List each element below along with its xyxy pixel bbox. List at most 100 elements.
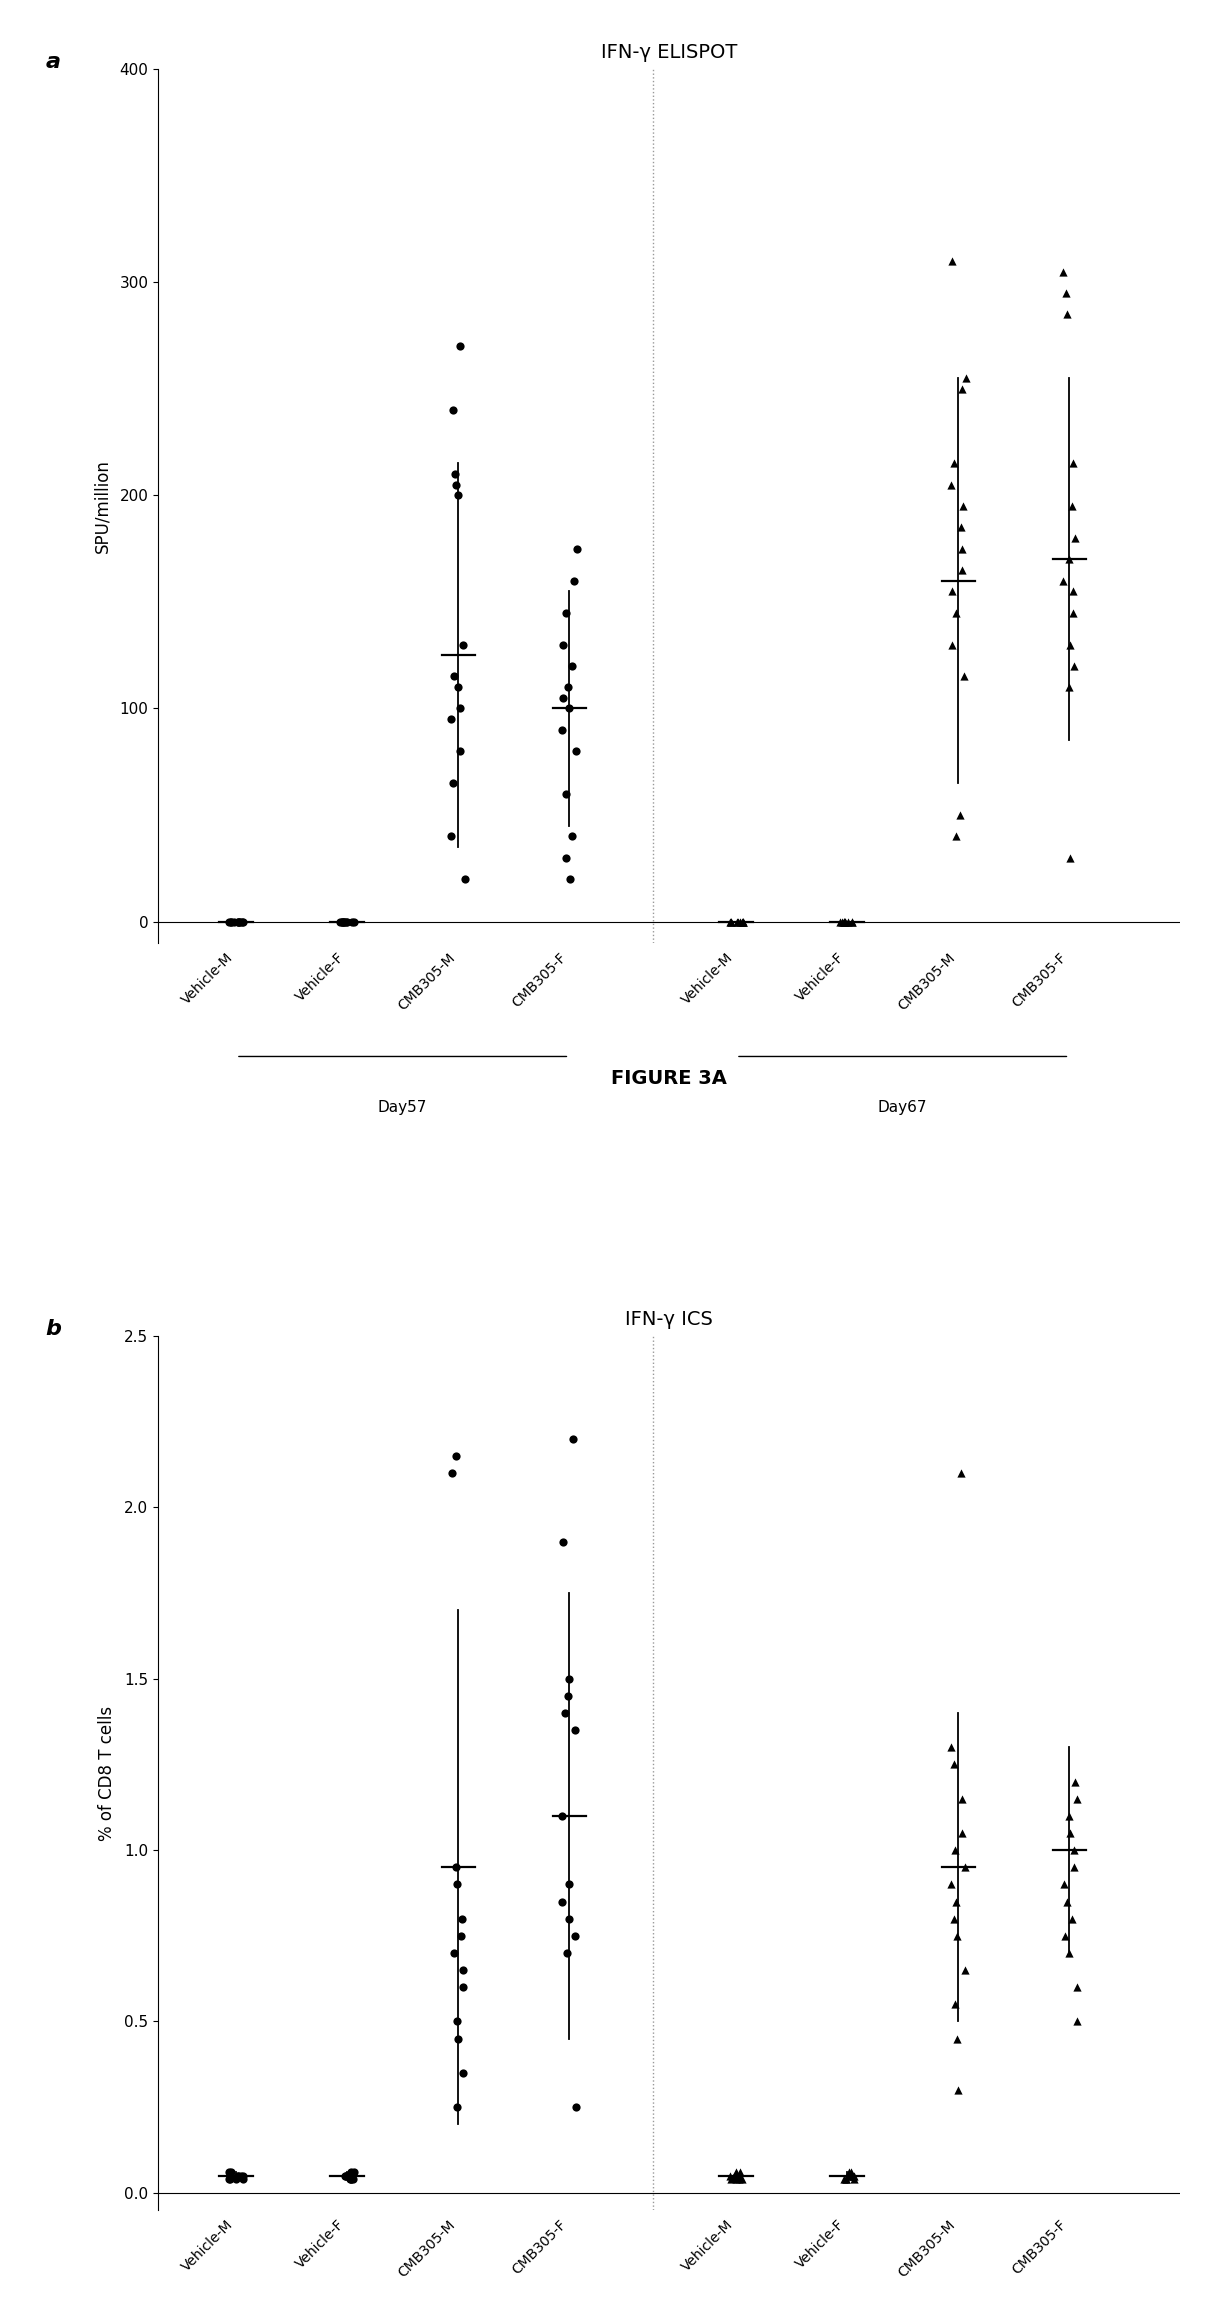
Point — [1062, 1899, 1082, 1936]
Point — [842, 902, 862, 939]
Point — [565, 1918, 584, 1954]
Point — [727, 2157, 746, 2194]
Point — [722, 902, 741, 939]
Point — [560, 1660, 579, 1697]
Point — [344, 2155, 364, 2192]
Point — [443, 391, 462, 428]
Point — [730, 902, 750, 939]
Point — [231, 2157, 251, 2194]
Point — [1060, 1814, 1079, 1851]
Point — [335, 902, 354, 939]
Text: a: a — [46, 51, 61, 71]
Point — [219, 902, 239, 939]
Point — [1058, 1883, 1077, 1920]
Point — [1067, 1968, 1087, 2005]
Point — [946, 1883, 965, 1920]
Point — [449, 2021, 469, 2058]
Point — [1064, 647, 1083, 684]
Point — [724, 2157, 744, 2194]
Point — [563, 1420, 583, 1457]
Point — [230, 902, 249, 939]
Point — [336, 902, 355, 939]
Point — [725, 2155, 745, 2192]
Point — [955, 1952, 975, 1989]
Point — [336, 2157, 355, 2194]
Point — [954, 658, 974, 695]
Point — [1064, 1832, 1083, 1869]
Point — [340, 2157, 359, 2194]
Point — [836, 2162, 856, 2198]
Point — [946, 817, 965, 854]
Point — [730, 2162, 750, 2198]
Point — [840, 2155, 859, 2192]
Point — [834, 902, 853, 939]
Point — [232, 902, 252, 939]
Point — [553, 1883, 572, 1920]
Point — [557, 1934, 577, 1971]
Point — [559, 668, 578, 704]
Point — [1055, 1918, 1075, 1954]
Point — [953, 1814, 972, 1851]
Point — [1060, 840, 1079, 877]
Point — [566, 732, 585, 769]
Point — [734, 902, 753, 939]
Point — [942, 1729, 961, 1766]
Point — [443, 764, 462, 801]
Point — [336, 2157, 355, 2194]
Point — [1067, 1779, 1087, 1816]
Point — [449, 668, 469, 704]
Point — [226, 2162, 246, 2198]
Point — [1067, 2003, 1087, 2040]
Point — [953, 488, 972, 525]
Point — [843, 2157, 863, 2194]
Point — [835, 2162, 854, 2198]
Point — [234, 2162, 253, 2198]
Point — [1064, 594, 1083, 631]
Point — [1064, 444, 1083, 481]
Point — [1066, 520, 1086, 557]
Point — [950, 796, 970, 833]
Point — [455, 861, 475, 898]
Point — [450, 732, 470, 769]
Point — [333, 902, 353, 939]
Point — [562, 817, 582, 854]
Title: IFN-γ ELISPOT: IFN-γ ELISPOT — [601, 44, 738, 62]
Point — [219, 2155, 239, 2192]
Point — [947, 594, 966, 631]
Point — [948, 2072, 968, 2109]
Point — [841, 2157, 860, 2194]
Point — [948, 1918, 968, 1954]
Point — [952, 509, 971, 546]
Point — [1059, 1798, 1078, 1835]
Point — [836, 902, 856, 939]
Point — [1060, 668, 1079, 704]
Point — [330, 902, 349, 939]
Point — [839, 902, 858, 939]
Point — [342, 2162, 361, 2198]
Point — [1065, 1849, 1084, 1885]
Point — [1061, 488, 1081, 525]
Point — [1056, 274, 1076, 311]
Point — [1053, 253, 1072, 290]
Point — [839, 2157, 858, 2194]
Point — [953, 552, 972, 589]
Point — [1054, 1867, 1073, 1904]
Point — [845, 2162, 864, 2198]
Point — [952, 1455, 971, 1492]
Point — [560, 691, 579, 727]
Point — [341, 2162, 360, 2198]
Point — [556, 776, 576, 813]
Point — [946, 1832, 965, 1869]
Point — [228, 902, 247, 939]
Point — [450, 327, 470, 364]
Point — [837, 2162, 857, 2198]
Point — [562, 647, 582, 684]
Title: IFN-γ ICS: IFN-γ ICS — [626, 1310, 713, 1328]
Point — [228, 2157, 247, 2194]
Point — [338, 902, 358, 939]
Point — [944, 1899, 964, 1936]
Point — [942, 626, 961, 663]
Point — [444, 658, 464, 695]
Point — [553, 711, 572, 748]
Point — [220, 2162, 240, 2198]
